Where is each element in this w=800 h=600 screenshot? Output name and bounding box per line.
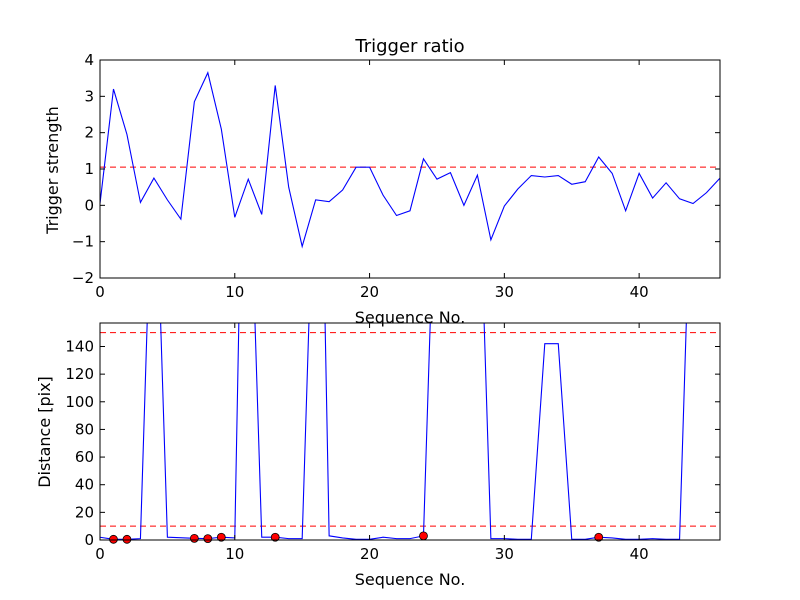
y-tick-label-7: 140 xyxy=(65,337,94,355)
y-tick-label-0: −2 xyxy=(72,269,94,287)
series-line-0 xyxy=(99,322,687,540)
y-tick-label-4: 80 xyxy=(75,420,94,438)
y-tick-label-4: 2 xyxy=(84,124,94,142)
bottom-plot: 0 10 20 30 40 0 20 40 60 80 100 120 140 Sequence No… xyxy=(35,322,721,589)
bottom-markers-group xyxy=(109,531,604,544)
x-tick-label-1: 10 xyxy=(225,545,244,563)
top-y-ticks: −2 −1 0 1 2 3 4 xyxy=(72,51,720,287)
y-tick-label-3: 1 xyxy=(84,160,94,178)
y-tick-label-2: 0 xyxy=(84,196,94,214)
top-axes-frame xyxy=(99,59,721,279)
y-tick-label-5: 3 xyxy=(84,87,94,105)
data-marker-2 xyxy=(189,533,199,543)
top-x-ticks: 0 10 20 30 40 xyxy=(95,60,649,301)
data-marker-3 xyxy=(203,534,213,544)
bottom-x-ticks: 0 10 20 30 40 xyxy=(95,323,649,563)
x-tick-label-3: 30 xyxy=(495,283,514,301)
data-marker-4 xyxy=(216,532,226,542)
data-marker-7 xyxy=(594,532,604,542)
x-tick-label-2: 20 xyxy=(360,283,379,301)
x-tick-label-4: 40 xyxy=(630,545,649,563)
bottom-series-group xyxy=(99,322,687,540)
top-series-group xyxy=(99,71,721,249)
bottom-x-axis-label: Sequence No. xyxy=(355,570,466,589)
y-tick-label-0: 0 xyxy=(84,531,94,549)
y-tick-label-1: 20 xyxy=(75,503,94,521)
y-tick-label-6: 4 xyxy=(84,51,94,69)
x-tick-label-4: 40 xyxy=(630,283,649,301)
x-tick-label-0: 0 xyxy=(95,283,105,301)
data-marker-5 xyxy=(270,532,280,542)
top-chart-title: Trigger ratio xyxy=(354,36,464,57)
series-line-0 xyxy=(99,71,721,249)
y-tick-label-5: 100 xyxy=(65,393,94,411)
x-tick-label-0: 0 xyxy=(95,545,105,563)
x-tick-label-1: 10 xyxy=(225,283,244,301)
y-tick-label-2: 40 xyxy=(75,476,94,494)
data-marker-0 xyxy=(109,534,118,544)
bottom-axes-frame xyxy=(99,322,721,541)
top-y-axis-label: Trigger strength xyxy=(43,106,62,235)
x-tick-label-3: 30 xyxy=(495,545,514,563)
bottom-y-ticks: 0 20 40 60 80 100 120 140 xyxy=(65,337,720,549)
y-tick-label-3: 60 xyxy=(75,448,94,466)
data-marker-6 xyxy=(419,531,428,541)
data-marker-1 xyxy=(122,534,132,544)
y-tick-label-1: −1 xyxy=(72,233,94,251)
bottom-y-axis-label: Distance [pix] xyxy=(35,376,54,488)
bottom-threshold-lines xyxy=(100,332,720,527)
y-tick-label-6: 120 xyxy=(65,365,94,383)
top-x-axis-label: Sequence No. xyxy=(355,308,466,327)
x-tick-label-2: 20 xyxy=(360,545,379,563)
top-plot: Trigger ratio 0 10 20 30 40 −2 −1 0 1 2 3 4 Sequen… xyxy=(43,36,721,327)
